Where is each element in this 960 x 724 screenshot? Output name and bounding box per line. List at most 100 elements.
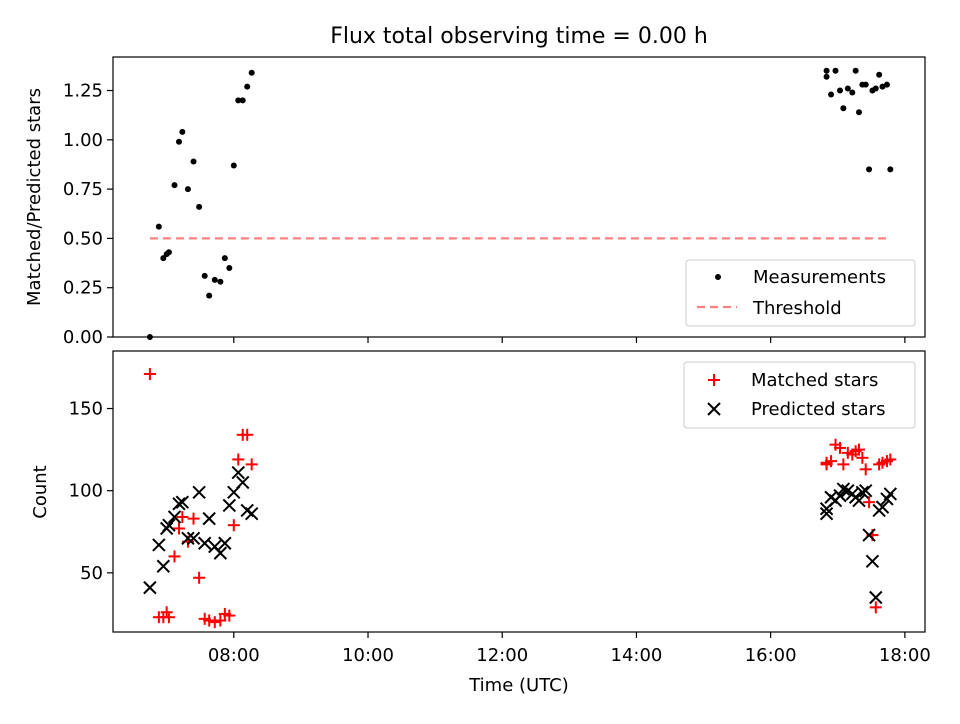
legend-measurements-marker [715, 274, 721, 280]
predicted-star-point [236, 475, 250, 490]
measurement-point [155, 223, 162, 230]
predicted-star-point [162, 518, 176, 532]
measurement-point [879, 83, 886, 90]
legend-matched-label: Matched stars [751, 370, 878, 391]
predicted-star-point [222, 498, 237, 513]
predicted-star-point [833, 488, 847, 503]
matched-star-point [241, 428, 254, 441]
predicted-star-point [175, 495, 190, 509]
measurement-point [856, 109, 863, 116]
bottom-legend-box [683, 361, 916, 429]
measurement-point [201, 272, 208, 279]
predicted-star-point [231, 465, 245, 480]
chart-title: Flux total observing time = 0.00 h [330, 24, 708, 49]
measurement-point [844, 85, 851, 92]
bottom-x-tick-label: 14:00 [611, 645, 663, 666]
measurement-point [248, 69, 255, 76]
bottom-y-tick-label: 50 [80, 563, 103, 584]
predicted-star-point [862, 528, 876, 542]
matched-star-point [176, 510, 189, 523]
predicted-star-point [875, 500, 890, 514]
matched-star-point [853, 443, 866, 456]
matched-star-point [863, 496, 876, 509]
measurement-point [832, 67, 839, 74]
matched-star-point [884, 453, 897, 466]
bottom-x-tick-label: 12:00 [476, 645, 528, 666]
matched-star-point [208, 616, 221, 629]
predicted-star-point [143, 580, 157, 595]
measurement-point [244, 83, 251, 90]
matched-star-point [193, 571, 206, 584]
matched-star-point [859, 463, 872, 476]
predicted-star-point [167, 510, 182, 524]
bottom-legend: Matched stars Predicted stars [683, 361, 916, 429]
matched-star-point [172, 522, 185, 535]
measurement-point [823, 73, 830, 80]
measurement-point [836, 87, 843, 94]
x-axis-label: Time (UTC) [468, 675, 569, 696]
matched-star-point [232, 453, 245, 466]
top-x-ticks [233, 337, 906, 343]
matched-star-point [143, 368, 156, 381]
matched-star-point [214, 614, 227, 627]
predicted-star-point [186, 531, 201, 546]
legend-measurements-label: Measurements [753, 267, 886, 288]
measurement-point [883, 81, 890, 88]
bottom-y-axis-label: Count [30, 465, 51, 518]
predicted-star-point [855, 485, 870, 500]
measurements-series [146, 67, 894, 340]
legend-predicted-marker [707, 402, 721, 416]
matched-star-point [869, 601, 882, 614]
measurement-point [165, 249, 172, 256]
predicted-star-point [852, 493, 866, 508]
measurement-point [230, 162, 237, 169]
predicted-star-point [181, 531, 195, 546]
predicted-star-point [836, 482, 851, 496]
matched-star-point [833, 441, 846, 454]
top-y-tick-label: 0.25 [63, 278, 103, 299]
predicted-star-point [819, 506, 834, 521]
predicted-stars-series [143, 465, 898, 605]
matched-star-point [837, 458, 850, 471]
bottom-y-ticks: 50 100 150 [69, 399, 113, 584]
measurement-point [217, 278, 224, 285]
predicted-star-point [202, 511, 216, 526]
measurement-point [828, 91, 835, 98]
measurement-point [887, 166, 894, 173]
top-axes-frame [112, 56, 926, 338]
predicted-star-point [192, 485, 206, 500]
top-y-tick-label: 0.50 [63, 228, 103, 249]
matched-star-point [168, 550, 181, 563]
measurement-point [849, 89, 856, 96]
legend-threshold-label: Threshold [752, 298, 842, 319]
predicted-star-point [859, 483, 873, 498]
predicted-star-point [865, 554, 880, 569]
matched-star-point [223, 609, 236, 622]
predicted-star-point [152, 538, 166, 552]
measurement-point [221, 255, 228, 262]
matched-star-point [856, 451, 869, 464]
measurement-point [840, 105, 847, 112]
top-y-axis-label: Matched/Predicted stars [24, 88, 45, 306]
measurement-point [235, 97, 242, 104]
measurement-point [226, 264, 233, 271]
predicted-star-point [213, 546, 228, 560]
legend-matched-marker [708, 374, 720, 386]
legend-predicted-label: Predicted stars [751, 399, 885, 420]
measurement-point [179, 128, 186, 135]
top-y-tick-label: 1.00 [63, 130, 103, 151]
predicted-star-point [156, 559, 171, 573]
matched-star-point [227, 519, 240, 532]
predicted-star-point [869, 590, 883, 605]
matched-star-point [203, 614, 216, 627]
top-y-tick-label: 0.75 [63, 179, 103, 200]
predicted-star-point [883, 487, 898, 501]
measurement-point [175, 138, 182, 145]
predicted-star-point [218, 536, 232, 550]
matched-star-point [825, 455, 838, 468]
measurement-point [146, 334, 153, 340]
